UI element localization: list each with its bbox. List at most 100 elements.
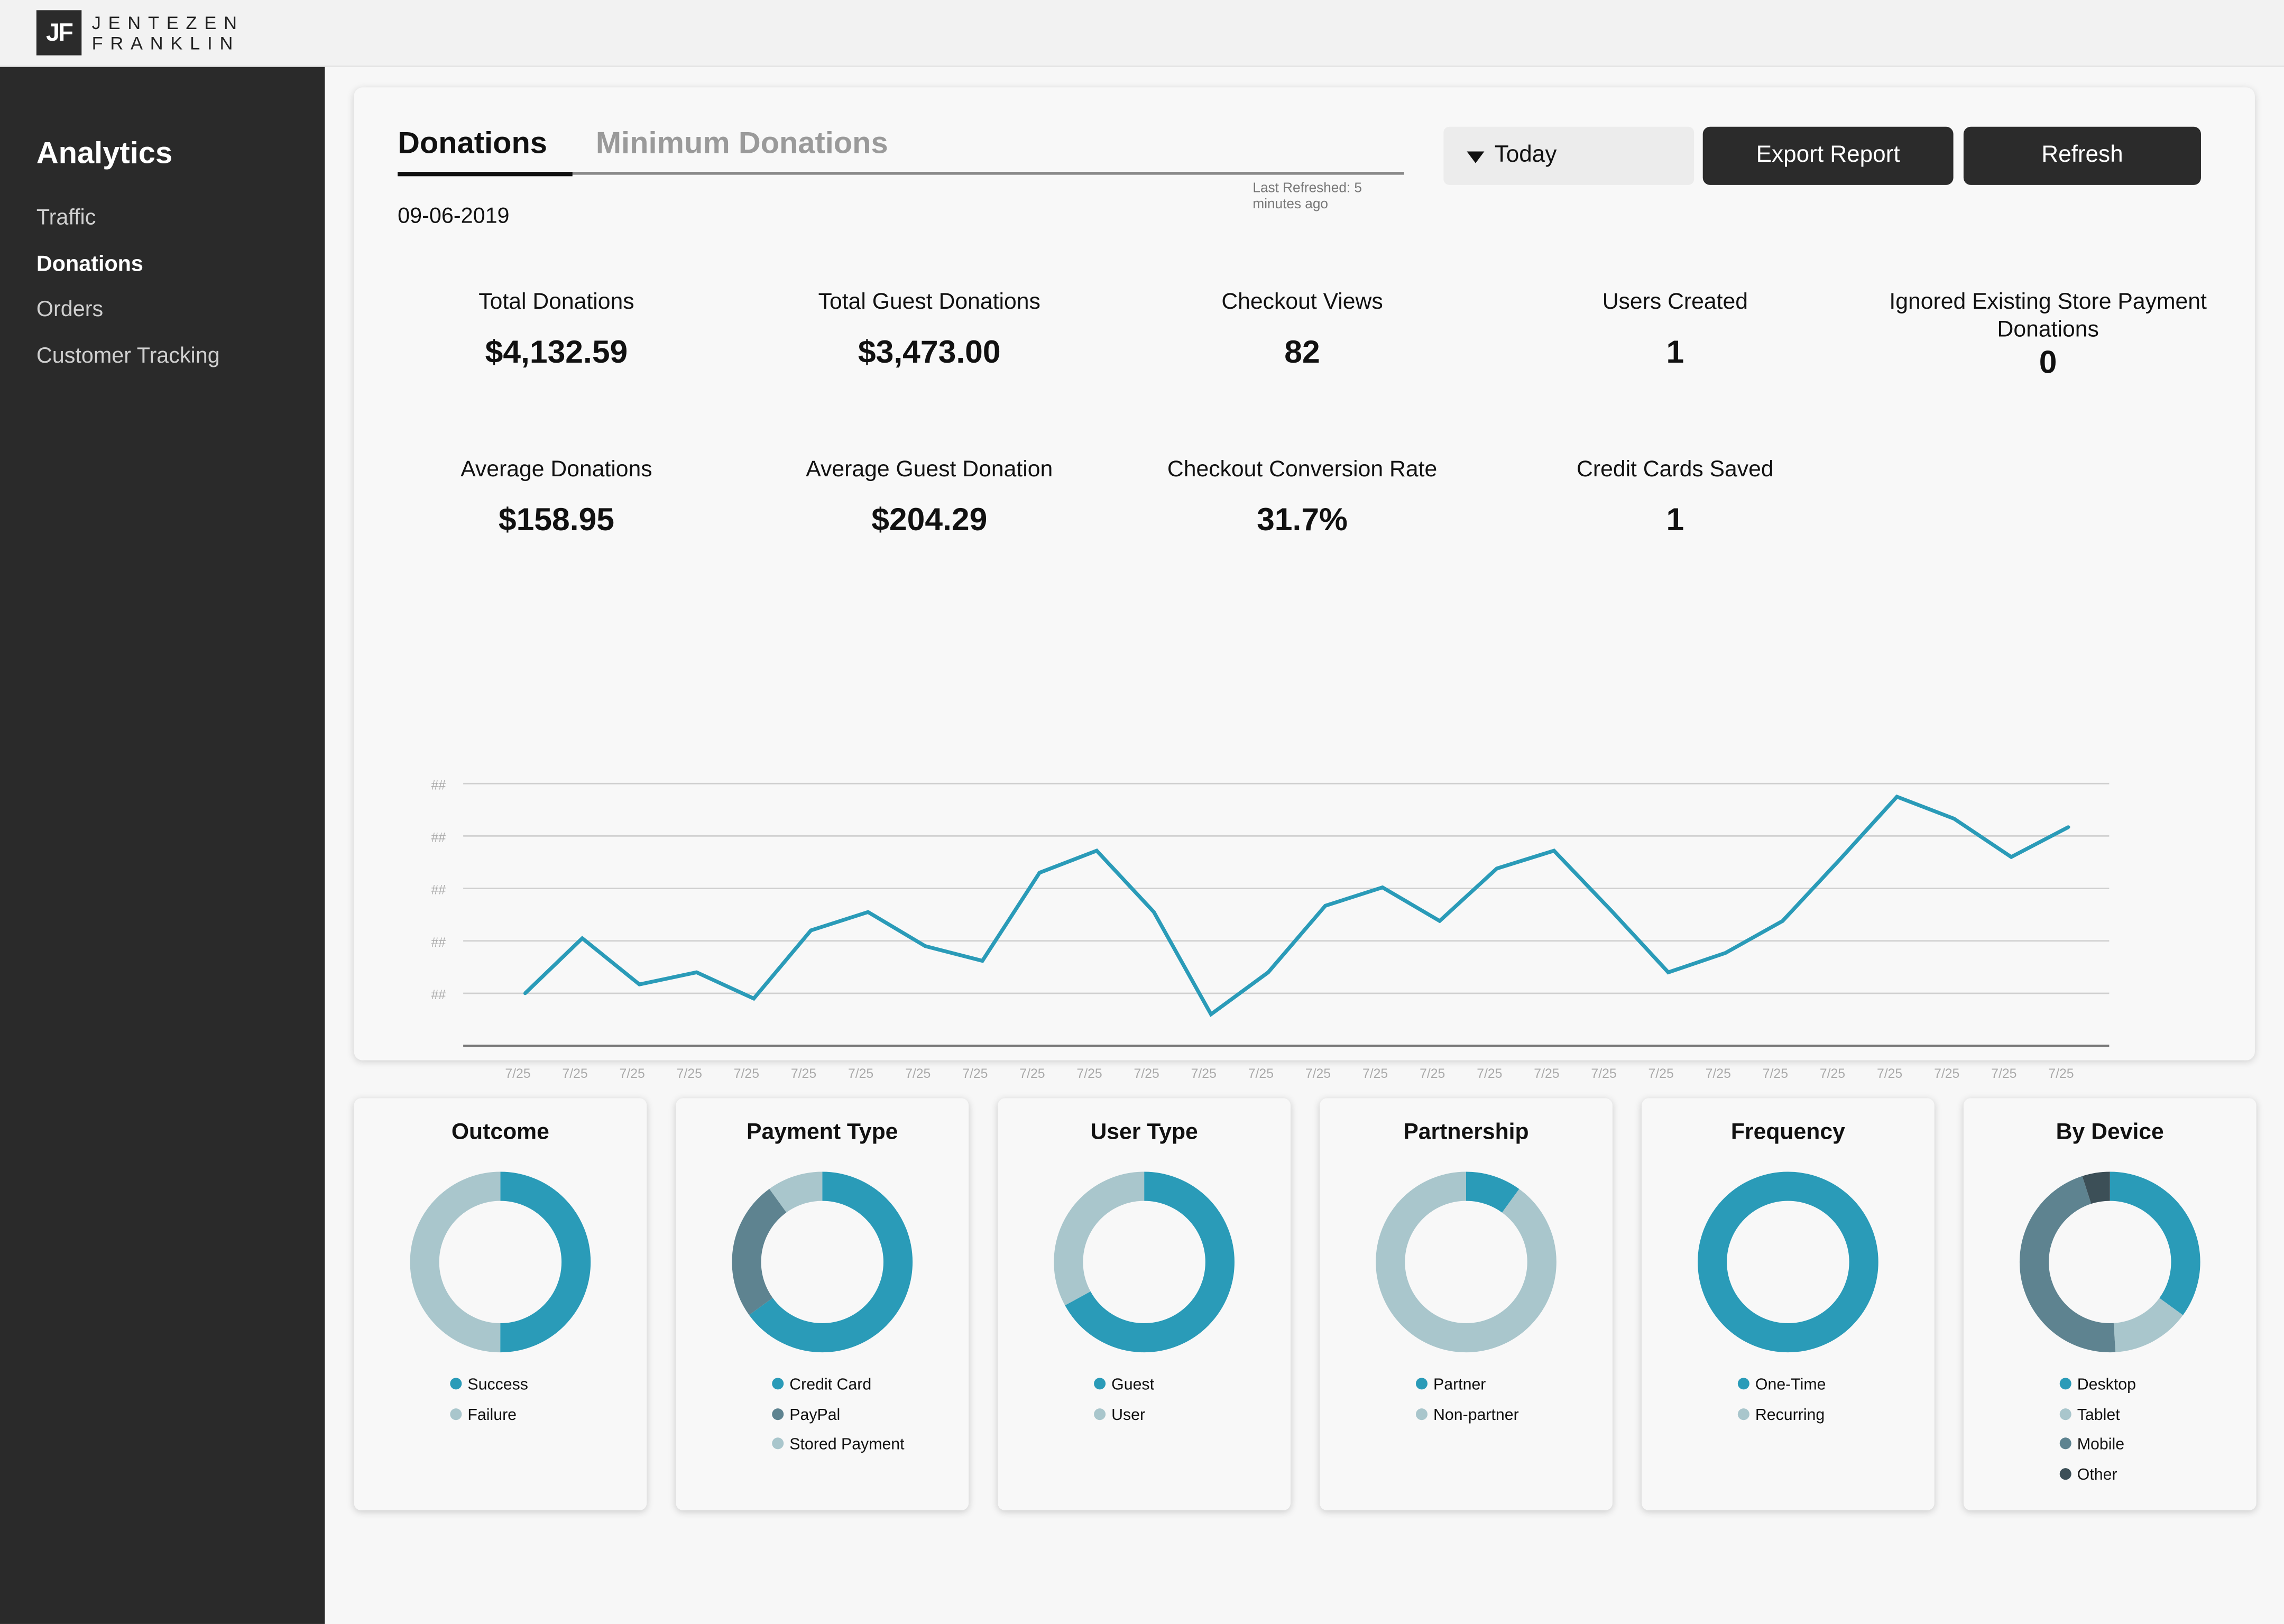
donut-segment-failure [410, 1171, 591, 1353]
x-tick-label: 7/25 [1820, 1067, 1845, 1081]
donations-panel: Donations Minimum Donations Last Refresh… [354, 87, 2255, 1081]
metric-label: Total Donations [478, 290, 634, 315]
legend-label: Partner [1433, 1376, 1486, 1394]
x-tick-label: 7/25 [1877, 1067, 1902, 1081]
sidebar-item-customer-tracking[interactable]: Customer Tracking [36, 343, 220, 368]
legend-swatch-icon [1737, 1378, 1749, 1390]
legend-label: Tablet [2077, 1406, 2120, 1424]
tab-donations[interactable]: Donations [398, 127, 573, 177]
donut-segment-one-time [1698, 1171, 1878, 1353]
last-refreshed-text: Last Refreshed: 5 minutes ago [1252, 180, 1362, 213]
metric-value: $3,473.00 [858, 333, 1001, 370]
payment-type-legend: Credit Card PayPal Stored Payment [772, 1375, 905, 1464]
x-tick-label: 7/25 [677, 1067, 702, 1081]
legend-label: Failure [467, 1406, 517, 1424]
donut-card-by-device: By Device Desktop Tablet Mobile Other [1963, 1098, 2257, 1511]
x-tick-label: 7/25 [962, 1067, 988, 1081]
metric-checkout-conversion-rate: Checkout Conversion Rate 31.7% [1127, 456, 1477, 539]
outcome-legend: Success Failure [450, 1375, 528, 1435]
date-range-dropdown[interactable]: Today [1443, 126, 1694, 185]
x-tick-label: 7/25 [791, 1067, 816, 1081]
metric-value: $158.95 [498, 501, 615, 538]
x-tick-label: 7/25 [848, 1067, 873, 1081]
x-tick-label: 7/25 [1934, 1067, 1959, 1081]
metric-value: 82 [1284, 333, 1320, 370]
sidebar-nav: Traffic Donations Orders Customer Tracki… [36, 204, 220, 388]
user-type-donut-chart [1054, 1171, 1235, 1353]
top-bar: JF JENTEZEN FRANKLIN [0, 0, 2284, 67]
y-tick-label: ## [431, 988, 446, 1002]
chart-data-point [1666, 970, 1670, 974]
metric-average-guest-donation: Average Guest Donation $204.29 [754, 456, 1104, 539]
x-tick-label: 7/25 [620, 1067, 645, 1081]
chart-data-point [523, 991, 527, 995]
user-type-legend: Guest User [1094, 1375, 1154, 1435]
export-report-button[interactable]: Export Report [1702, 126, 1954, 185]
chart-data-point [1609, 908, 1613, 912]
brand-name-line1: JENTEZEN [91, 13, 244, 34]
x-tick-label: 7/25 [905, 1067, 931, 1081]
donut-segment-desktop [2019, 1171, 2200, 1353]
x-tick-label: 7/25 [1534, 1067, 1559, 1081]
brand-name[interactable]: JENTEZEN FRANKLIN [92, 13, 244, 54]
y-tick-label: ## [431, 883, 446, 898]
legend-item: Desktop [2059, 1375, 2136, 1405]
donut-card-payment-type: Payment Type Credit Card PayPal Stored Pay… [676, 1098, 969, 1511]
metric-label: Checkout Conversion Rate [1167, 457, 1438, 482]
partnership-donut-chart [1376, 1171, 1557, 1353]
report-date: 09-06-2019 [398, 204, 510, 229]
partnership-legend: Partner Non-partner [1415, 1375, 1519, 1435]
metric-value: $4,132.59 [485, 333, 628, 370]
x-tick-label: 7/25 [2048, 1067, 2074, 1081]
metric-value: 1 [1666, 333, 1684, 370]
legend-item: Partner [1415, 1375, 1519, 1405]
metric-label: Checkout Views [1221, 290, 1383, 315]
sidebar-title: Analytics [36, 136, 173, 171]
chart-data-point [638, 982, 641, 986]
legend-label: Recurring [1755, 1406, 1825, 1424]
metric-label: Ignored Existing Store Payment Donations [1889, 290, 2207, 343]
legend-swatch-icon [1094, 1378, 1106, 1390]
legend-label: User [1111, 1406, 1146, 1424]
x-tick-label: 7/25 [1134, 1067, 1159, 1081]
donut-segment-mobile [2019, 1171, 2200, 1353]
legend-label: Non-partner [1433, 1406, 1519, 1424]
tab-minimum-donations[interactable]: Minimum Donations [595, 126, 888, 161]
legend-label: Credit Card [789, 1376, 872, 1394]
chart-data-point [1895, 795, 1899, 799]
metric-total-guest-donations: Total Guest Donations $3,473.00 [754, 289, 1104, 372]
donut-title: By Device [2056, 1120, 2164, 1145]
legend-item: Mobile [2059, 1435, 2136, 1464]
metric-ignored-existing-payments: Ignored Existing Store Payment Donations… [1873, 289, 2223, 382]
legend-swatch-icon [2059, 1378, 2071, 1390]
donut-segment-partner [1376, 1171, 1557, 1353]
metric-label: Average Donations [461, 457, 652, 482]
sidebar-item-donations[interactable]: Donations [36, 251, 143, 276]
legend-label: One-Time [1755, 1376, 1826, 1394]
chart-data-point [2009, 855, 2013, 859]
legend-swatch-icon [2059, 1467, 2071, 1479]
donut-card-outcome: Outcome Success Failure [354, 1098, 647, 1511]
metric-checkout-views: Checkout Views 82 [1127, 289, 1477, 372]
sidebar-item-orders[interactable]: Orders [36, 297, 104, 322]
chart-data-point [980, 959, 984, 963]
x-tick-label: 7/25 [1191, 1067, 1217, 1081]
brand-logo-mark[interactable]: JF [36, 10, 82, 56]
frequency-donut-chart [1698, 1171, 1878, 1353]
donut-card-partnership: Partnership Partner Non-partner [1320, 1098, 1613, 1511]
legend-swatch-icon [1415, 1378, 1428, 1390]
y-tick-label: ## [431, 778, 446, 792]
chart-data-point [1495, 866, 1499, 871]
sidebar-item-traffic[interactable]: Traffic [36, 205, 96, 230]
refresh-button[interactable]: Refresh [1963, 126, 2201, 185]
chart-data-point [1037, 871, 1042, 875]
legend-swatch-icon [1415, 1407, 1428, 1419]
x-tick-label: 7/25 [1648, 1067, 1674, 1081]
legend-item: Non-partner [1415, 1405, 1519, 1434]
chart-data-point [1323, 904, 1328, 908]
x-tick-label: 7/25 [1362, 1067, 1388, 1081]
x-tick-label: 7/25 [1477, 1067, 1502, 1081]
legend-item: Failure [450, 1405, 528, 1434]
x-tick-label: 7/25 [1248, 1067, 1274, 1081]
metric-label: Average Guest Donation [806, 457, 1053, 482]
